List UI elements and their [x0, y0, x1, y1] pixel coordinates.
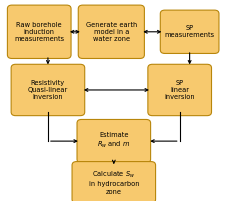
FancyBboxPatch shape: [148, 64, 212, 116]
Text: Raw borehole
induction
measurements: Raw borehole induction measurements: [14, 22, 64, 42]
Text: SP
linear
inversion: SP linear inversion: [164, 80, 195, 100]
Text: SP
measurements: SP measurements: [164, 25, 215, 38]
FancyBboxPatch shape: [160, 10, 219, 54]
Text: Calculate $S_w$
in hydrocarbon
zone: Calculate $S_w$ in hydrocarbon zone: [88, 170, 139, 195]
FancyBboxPatch shape: [72, 162, 156, 202]
FancyBboxPatch shape: [77, 119, 150, 163]
FancyBboxPatch shape: [8, 5, 71, 58]
Text: Estimate
$R_w$ and $m$: Estimate $R_w$ and $m$: [97, 132, 130, 150]
Text: Generate earth
model in a
water zone: Generate earth model in a water zone: [86, 22, 137, 42]
Text: Resistivity
Quasi-linear
Inversion: Resistivity Quasi-linear Inversion: [28, 80, 68, 100]
FancyBboxPatch shape: [78, 5, 144, 58]
FancyBboxPatch shape: [11, 64, 85, 116]
